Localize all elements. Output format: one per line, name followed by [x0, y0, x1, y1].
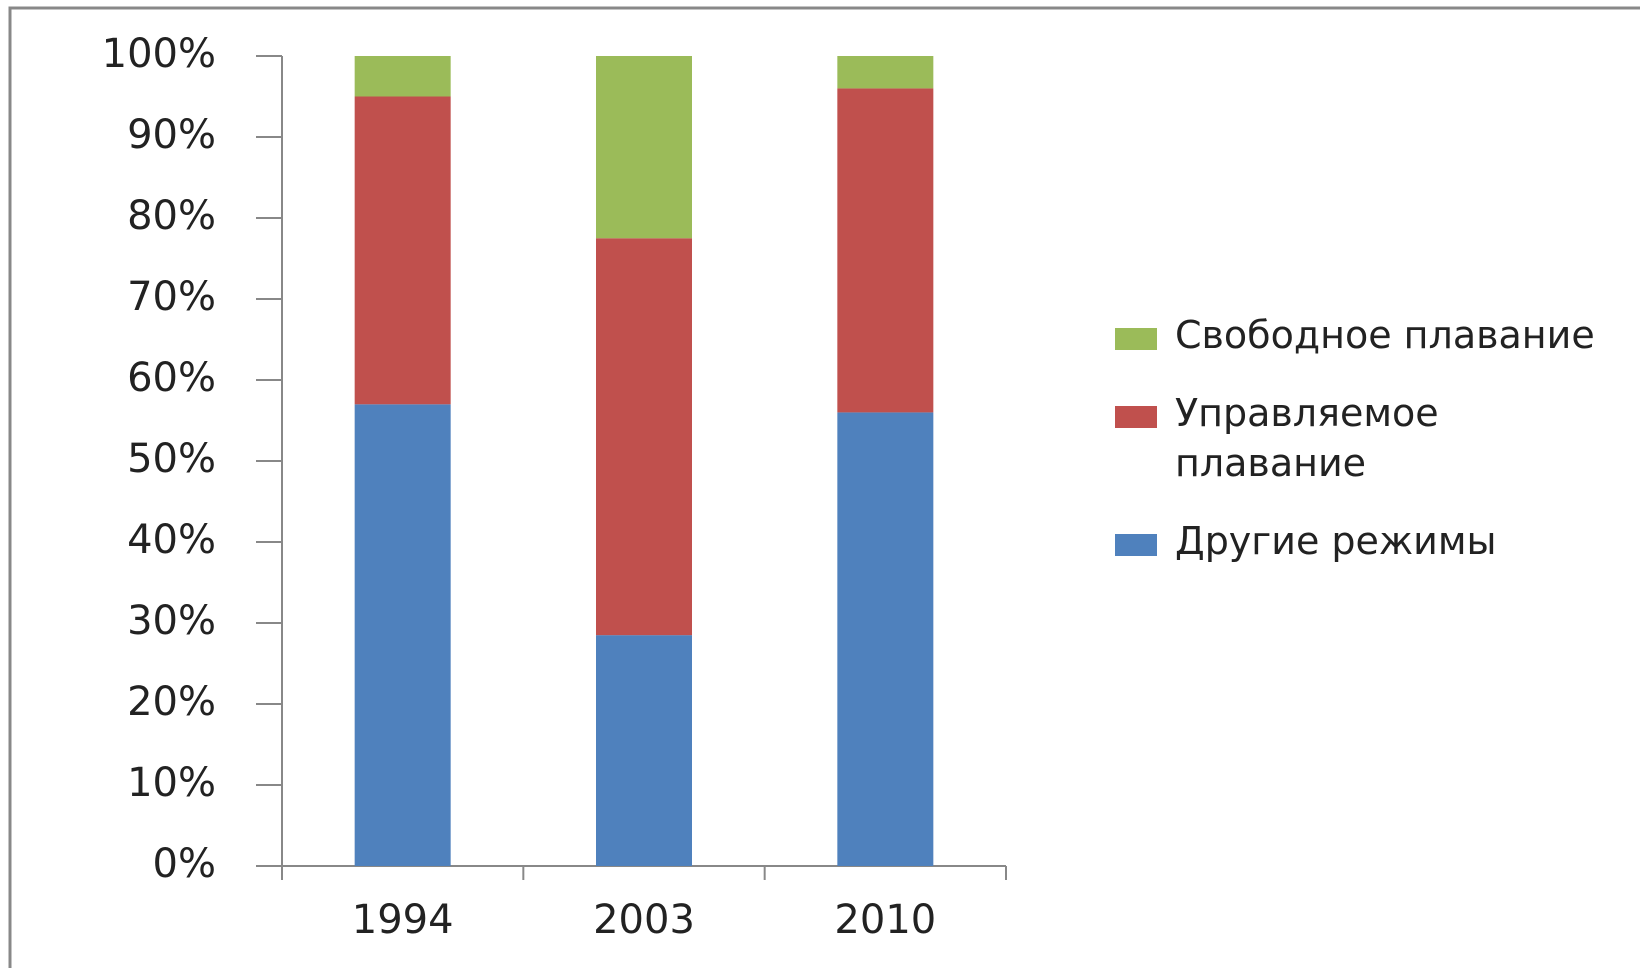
y-tick-label: 90% — [127, 112, 216, 158]
legend-item: Управляемое плавание — [1115, 388, 1595, 488]
x-tick-label: 1994 — [352, 897, 454, 943]
y-tick-label: 100% — [102, 31, 216, 77]
legend-label: Свободное плавание — [1175, 313, 1595, 357]
y-tick-label: 60% — [127, 355, 216, 401]
bar-segment — [837, 56, 934, 89]
chart-border — [8, 6, 1640, 968]
y-tick-label: 30% — [127, 598, 216, 644]
bar-segment — [596, 635, 692, 866]
y-tick-label: 10% — [127, 760, 216, 806]
bar-segment — [354, 404, 451, 866]
bar-segment — [354, 56, 451, 97]
x-tick-label: 2003 — [593, 897, 695, 943]
legend-swatch — [1115, 406, 1157, 428]
y-tick-label: 80% — [127, 193, 216, 239]
bar-segment — [837, 88, 934, 413]
y-tick-label: 40% — [127, 517, 216, 563]
legend-label: Другие режимы — [1175, 519, 1497, 563]
x-tick-label: 2010 — [834, 897, 936, 943]
bar-segment — [596, 56, 692, 239]
legend: Свободное плавание Управляемое плавание Др… — [1115, 310, 1595, 594]
bar-segment — [837, 412, 934, 866]
legend-item: Другие режимы — [1115, 516, 1595, 566]
bar-segment — [596, 238, 692, 636]
legend-label: Управляемое плавание — [1175, 391, 1439, 485]
legend-swatch — [1115, 328, 1157, 350]
y-tick-label: 0% — [153, 841, 216, 887]
y-tick-label: 70% — [127, 274, 216, 320]
y-tick-label: 50% — [127, 436, 216, 482]
legend-item: Свободное плавание — [1115, 310, 1595, 360]
bar-segment — [354, 96, 451, 405]
y-tick-label: 20% — [127, 679, 216, 725]
legend-swatch — [1115, 534, 1157, 556]
